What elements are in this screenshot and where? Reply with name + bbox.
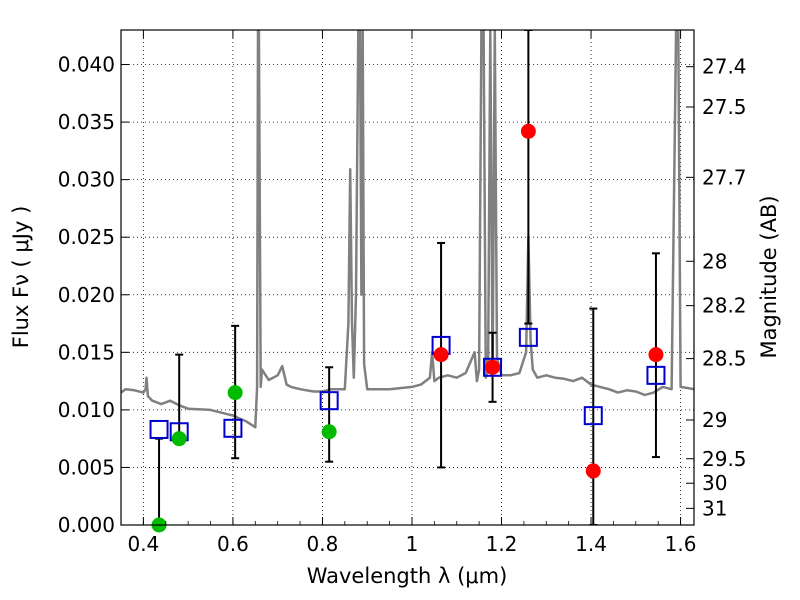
x-axis: 0.4 0.6 0.8 1 1.2 1.4 1.6 <box>127 30 696 556</box>
x-tick-label: 1.6 <box>665 532 697 556</box>
x-tick-label: 1.2 <box>486 532 518 556</box>
x-tick-label: 1 <box>406 532 419 556</box>
model-photometry-square <box>583 406 603 426</box>
photometry-point <box>648 347 664 363</box>
x-tick-label: 0.8 <box>307 532 339 556</box>
y-tick-label: 0.040 <box>58 53 115 77</box>
spectrum-line <box>121 30 694 429</box>
model-photometry-square <box>223 418 243 438</box>
model-photometry-layer <box>149 327 666 442</box>
y-tick-label: 0.010 <box>58 398 115 422</box>
plot-frame <box>120 29 695 526</box>
plot-background <box>121 30 694 525</box>
mag-tick-label: 27.7 <box>702 165 747 189</box>
mag-tick-label: 30 <box>702 471 727 495</box>
y-tick-label: 0.015 <box>58 340 115 364</box>
photometry-point <box>585 463 601 479</box>
observed-photometry-layer <box>151 123 664 533</box>
model-photometry-square <box>483 357 503 377</box>
photometry-point <box>321 424 337 440</box>
y-tick-label: 0.025 <box>58 225 115 249</box>
mag-tick-label: 29 <box>702 408 727 432</box>
y-tick-label: 0.035 <box>58 110 115 134</box>
mag-tick-label: 31 <box>702 496 727 520</box>
photometry-point <box>171 431 187 447</box>
x-axis-label: Wavelength λ (μm) <box>307 564 508 588</box>
spectrum-layer <box>121 30 694 429</box>
photometry-point <box>227 385 243 401</box>
x-tick-label: 0.4 <box>127 532 159 556</box>
y-axis-label: Flux Fν ( μJy ) <box>9 206 33 349</box>
grid-lines <box>121 30 694 526</box>
mag-tick-label: 28 <box>702 249 727 273</box>
mag-tick-label: 27.5 <box>702 95 747 119</box>
y-tick-label: 0.030 <box>58 168 115 192</box>
magnitude-axis-label: Magnitude (AB) <box>757 195 781 358</box>
y-axis: 0.000 0.005 0.010 0.015 0.020 0.025 0.030 0.035… <box>58 53 129 537</box>
x-tick-label: 1.4 <box>575 532 607 556</box>
model-photometry-square <box>149 419 169 439</box>
photometry-point <box>485 359 501 375</box>
model-photometry-square <box>646 365 666 385</box>
mag-tick-label: 28.5 <box>702 347 747 371</box>
y-tick-label: 0.000 <box>58 513 115 537</box>
x-tick-label: 0.6 <box>217 532 249 556</box>
mag-tick-label: 29.5 <box>702 447 747 471</box>
photometry-point <box>520 123 536 139</box>
y-tick-label: 0.020 <box>58 283 115 307</box>
model-photometry-square <box>518 327 538 347</box>
photometry-point <box>433 347 449 363</box>
y-tick-label: 0.005 <box>58 455 115 479</box>
mag-tick-label: 28.2 <box>702 294 747 318</box>
model-photometry-square <box>319 391 339 411</box>
mag-tick-label: 27.4 <box>702 55 747 79</box>
